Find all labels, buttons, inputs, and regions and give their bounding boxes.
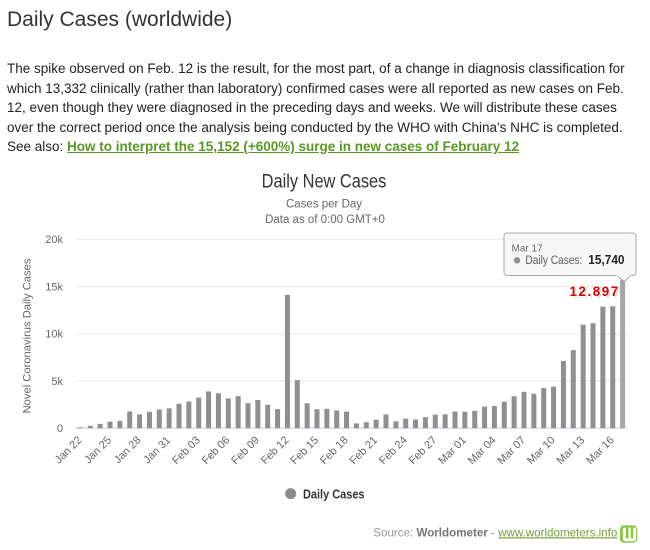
svg-text:Mar 13: Mar 13 — [555, 434, 588, 467]
svg-text:Source: Worldometer - www.worl: Source: Worldometer - www.worldometers.i… — [373, 526, 617, 539]
svg-text:Feb 27: Feb 27 — [407, 434, 440, 467]
svg-text:Feb 03: Feb 03 — [170, 434, 203, 467]
svg-text:Daily New Cases: Daily New Cases — [262, 170, 387, 192]
svg-text:20k: 20k — [45, 234, 63, 246]
svg-text:Feb 06: Feb 06 — [200, 434, 233, 467]
svg-text:Feb 09: Feb 09 — [229, 434, 262, 467]
svg-text:Jan 31: Jan 31 — [141, 434, 173, 466]
svg-text:Mar 17: Mar 17 — [512, 243, 544, 254]
svg-text:Data as of 0:00 GMT+0: Data as of 0:00 GMT+0 — [265, 214, 385, 226]
svg-text:Mar 07: Mar 07 — [495, 434, 528, 467]
svg-text:Feb 24: Feb 24 — [377, 434, 410, 467]
svg-text:Feb 12: Feb 12 — [259, 434, 292, 467]
svg-text:Novel Coronavirus Daily Cases: Novel Coronavirus Daily Cases — [22, 258, 34, 413]
svg-text:Mar 01: Mar 01 — [436, 434, 469, 467]
svg-text:Mar 10: Mar 10 — [525, 434, 558, 467]
svg-text:Feb 18: Feb 18 — [318, 434, 351, 467]
svg-text:Jan 22: Jan 22 — [53, 434, 85, 466]
svg-text:15,740: 15,740 — [588, 252, 624, 267]
svg-text:5k: 5k — [51, 376, 63, 388]
svg-text:Mar 16: Mar 16 — [584, 434, 617, 467]
svg-text:Jan 25: Jan 25 — [82, 434, 114, 466]
svg-text:0: 0 — [57, 423, 63, 435]
svg-text:Feb 15: Feb 15 — [288, 434, 321, 467]
svg-text:10k: 10k — [45, 329, 63, 341]
svg-text:12.897: 12.897 — [570, 284, 620, 299]
svg-text:Jan 28: Jan 28 — [112, 434, 144, 466]
svg-text:Daily Cases:: Daily Cases: — [525, 253, 582, 267]
svg-text:12.897: 12.897 — [571, 285, 621, 300]
svg-text:Cases per Day: Cases per Day — [286, 198, 362, 210]
svg-text:15k: 15k — [45, 281, 63, 293]
svg-text:Feb 21: Feb 21 — [348, 434, 381, 467]
svg-text:Daily Cases: Daily Cases — [303, 487, 365, 501]
svg-text:Mar 04: Mar 04 — [466, 434, 499, 467]
